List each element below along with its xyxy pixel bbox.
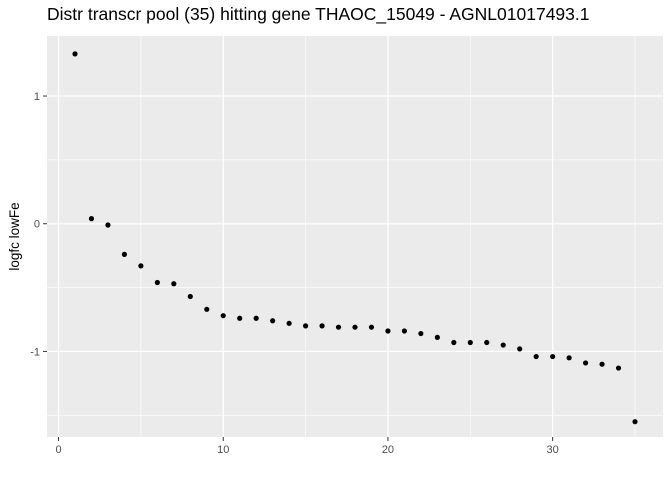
data-point: [237, 315, 243, 321]
data-point: [72, 51, 78, 57]
minor-gridlines: [47, 36, 663, 437]
data-point: [352, 324, 358, 330]
x-axis: 0 10 20 30: [55, 437, 559, 456]
data-point: [138, 263, 144, 269]
data-point: [451, 339, 457, 346]
data-point: [302, 323, 309, 329]
data-point: [401, 328, 408, 334]
data-point: [484, 339, 490, 346]
data-point: [171, 281, 177, 287]
data-points: [72, 51, 638, 425]
data-point: [418, 330, 424, 337]
data-point: [517, 346, 523, 352]
data-point: [434, 334, 440, 340]
y-tick-label: -1: [30, 346, 40, 358]
data-point: [335, 324, 342, 330]
data-point: [615, 365, 622, 371]
data-point: [187, 293, 193, 300]
data-point: [105, 222, 111, 228]
data-point: [550, 353, 556, 360]
y-axis-label: logfc lowFe: [7, 202, 22, 270]
data-point: [368, 324, 375, 330]
x-tick-label: 30: [547, 444, 559, 456]
data-point: [204, 306, 210, 312]
x-tick-label: 10: [217, 444, 229, 456]
data-point: [533, 353, 539, 360]
major-gridlines: [47, 36, 663, 437]
data-point: [319, 323, 325, 329]
y-tick-label: 1: [34, 91, 40, 103]
data-point: [88, 216, 95, 222]
data-point: [632, 419, 638, 425]
plot-panel: [47, 36, 663, 437]
data-point: [286, 320, 292, 326]
data-point: [582, 360, 589, 366]
data-point: [385, 328, 391, 334]
chart-title: Distr transcr pool (35) hitting gene THA…: [47, 4, 590, 24]
x-tick-label: 0: [55, 444, 61, 456]
data-point: [500, 342, 506, 348]
data-point: [599, 361, 605, 367]
data-point: [467, 339, 473, 346]
y-axis: -1 0 1: [30, 91, 47, 358]
data-point: [220, 313, 226, 319]
data-point: [154, 279, 160, 286]
data-point: [270, 318, 276, 324]
x-tick-label: 20: [382, 444, 394, 456]
y-tick-label: 0: [34, 219, 40, 231]
data-point: [253, 315, 259, 321]
data-point: [121, 251, 128, 257]
data-point: [566, 355, 572, 361]
